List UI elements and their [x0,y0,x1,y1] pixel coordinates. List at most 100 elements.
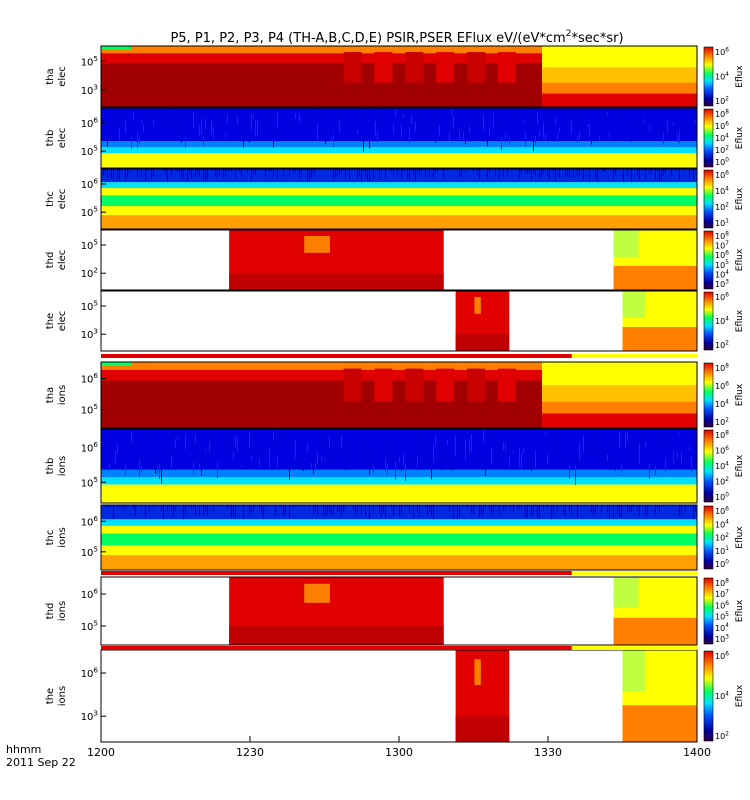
colorbar-tick-label: 104 [715,461,729,471]
noise-stroke [433,115,434,131]
spectrogram-band [101,206,697,216]
noise-stroke [627,433,628,442]
noise-stroke [585,443,586,458]
noise-stroke [553,437,554,451]
noise-stroke [637,169,638,175]
noise-stroke [619,112,620,123]
noise-stroke [373,505,374,514]
noise-stroke [603,169,604,172]
noise-stroke [577,169,578,177]
noise-stroke [647,125,648,141]
data-block-band [455,716,510,742]
noise-stroke [363,134,364,152]
panel-frame [100,428,698,504]
noise-stroke [295,439,296,458]
noise-stroke [531,454,532,472]
noise-stroke [339,120,340,134]
noise-stroke [555,169,556,182]
noise-stroke [477,456,478,467]
panel-species-label: ions [57,527,68,547]
noise-stroke [409,127,410,144]
noise-stroke [417,118,418,128]
noise-stroke [195,169,196,177]
noise-stroke [151,169,152,179]
spectrogram-band [101,429,697,470]
y-tick-label: 105 [81,205,98,220]
noise-stroke [511,442,512,451]
noise-stroke [399,505,400,516]
noise-stroke [595,505,596,515]
noise-stroke [553,169,554,174]
colorbar-tick-label: 106 [715,381,729,391]
noise-stroke [231,169,232,172]
noise-stroke [381,505,382,519]
data-block-band [229,625,444,645]
colorbar-tick-label: 100 [715,492,729,502]
noise-stroke [131,137,132,149]
noise-stroke [179,169,180,174]
noise-stroke [591,127,592,145]
noise-stroke [433,444,434,464]
noise-stroke [385,458,386,472]
noise-stroke [403,452,404,466]
panel-frame [100,576,698,646]
noise-stroke [163,505,164,519]
panel-frame [100,504,698,571]
noise-stroke [191,112,192,121]
noise-stroke [227,505,228,510]
colorbar: 106 104 102 101 Eflux [703,169,745,229]
noise-stroke [253,431,254,450]
noise-stroke [633,505,634,508]
noise-stroke [169,505,170,507]
noise-stroke [605,169,606,173]
noise-stroke [583,169,584,181]
noise-stroke [313,459,314,475]
spectrogram-band [542,67,697,83]
noise-stroke [511,505,512,507]
noise-stroke [265,169,266,177]
noise-stroke [501,136,502,151]
noise-stroke [365,169,366,178]
noise-stroke [195,505,196,517]
noise-stroke [415,169,416,181]
colorbar-gradient [703,362,714,428]
noise-stroke [237,436,238,452]
noise-stroke [501,441,502,451]
noise-stroke [215,169,216,176]
colorbar-tick-label: 102 [715,340,729,350]
noise-stroke [539,505,540,519]
noise-stroke [405,505,406,507]
noise-stroke [217,505,218,508]
noise-stroke [671,130,672,138]
panel-frame [100,361,698,429]
noise-stroke [665,169,666,173]
noise-stroke [277,112,278,128]
noise-stroke [597,134,598,139]
colorbar-label: Eflux [735,526,745,549]
noise-stroke [173,169,174,171]
noise-stroke [289,505,290,519]
noise-stroke [609,132,610,139]
noise-stroke [171,505,172,512]
noise-stroke [679,433,680,436]
noise-stroke [325,129,326,144]
data-block-band [304,236,330,253]
noise-stroke [141,169,142,178]
noise-stroke [253,114,254,120]
noise-stroke [425,505,426,508]
noise-stroke [435,435,436,447]
spectrogram-band [101,369,543,381]
colorbar-tick-label: 104 [715,399,729,409]
noise-stroke [177,436,178,440]
noise-stroke [225,439,226,452]
noise-stroke [593,505,594,517]
noise-stroke [293,440,294,448]
noise-stroke [569,169,570,178]
noise-stroke [663,169,664,176]
noise-stroke [225,169,226,177]
noise-stroke [681,125,682,132]
colorbar-tick-label: 106 [715,292,729,302]
y-tick-label: 106 [81,371,99,386]
noise-stroke [395,108,396,118]
noise-stroke [391,440,392,454]
